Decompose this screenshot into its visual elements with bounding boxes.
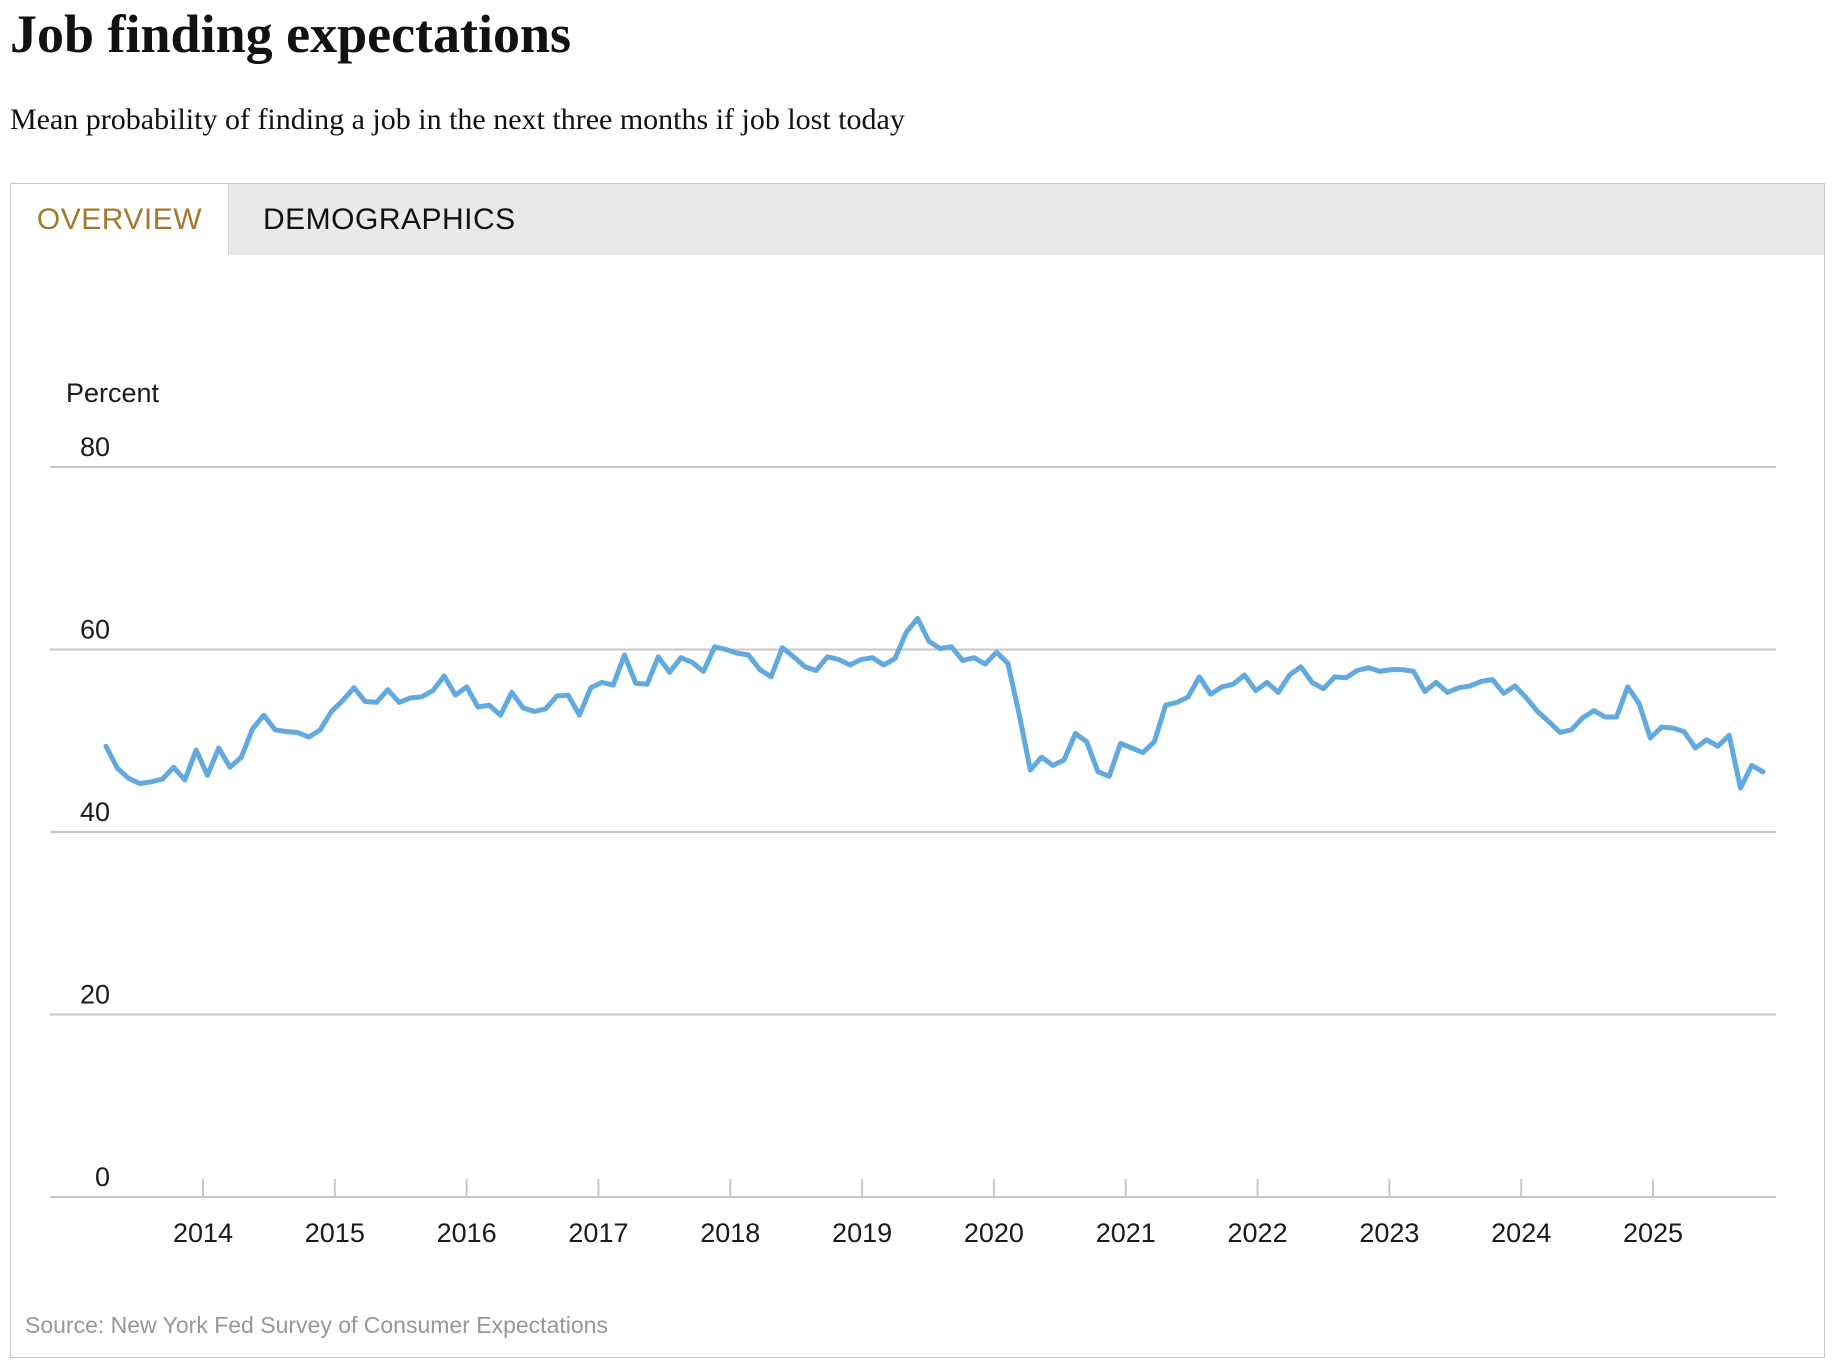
chart-subtitle: Mean probability of finding a job in the… xyxy=(10,103,905,136)
page-title: Job finding expectations xyxy=(10,4,572,64)
tab-overview[interactable]: OVERVIEW xyxy=(11,184,229,255)
tab-strip: OVERVIEW DEMOGRAPHICS xyxy=(11,184,1824,255)
tab-demographics[interactable]: DEMOGRAPHICS xyxy=(229,184,550,255)
tab-demographics-label: DEMOGRAPHICS xyxy=(263,202,516,236)
tab-overview-label: OVERVIEW xyxy=(36,202,203,236)
source-note: Source: New York Fed Survey of Consumer … xyxy=(25,1312,608,1338)
chart-panel: OVERVIEW DEMOGRAPHICS Source: New York F… xyxy=(10,183,1825,1358)
